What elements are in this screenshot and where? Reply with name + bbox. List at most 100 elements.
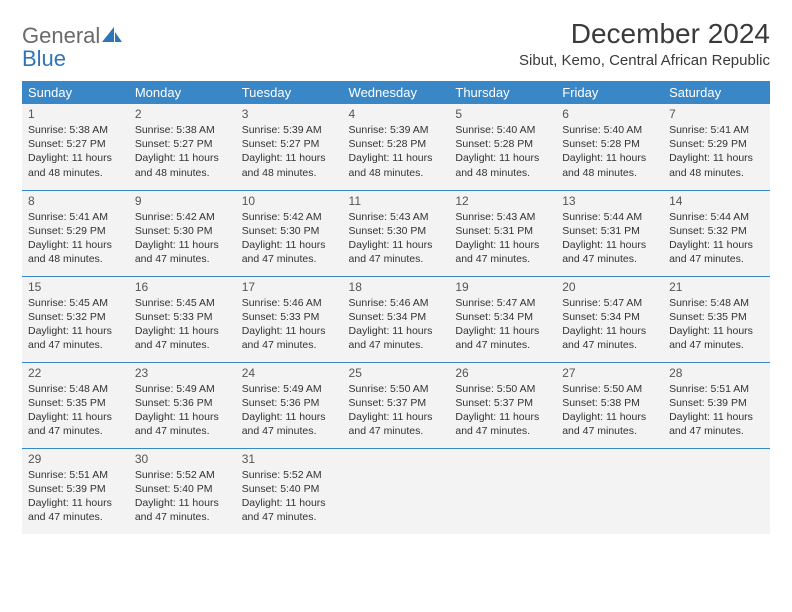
day-number: 10 (242, 194, 337, 208)
day-number: 2 (135, 107, 230, 121)
day-details: Sunrise: 5:43 AMSunset: 5:31 PMDaylight:… (455, 210, 550, 267)
logo: General Blue (22, 24, 122, 70)
calendar-cell: 5 Sunrise: 5:40 AMSunset: 5:28 PMDaylight… (449, 104, 556, 190)
location-text: Sibut, Kemo, Central African Republic (519, 52, 770, 69)
day-details: Sunrise: 5:49 AMSunset: 5:36 PMDaylight:… (135, 382, 230, 439)
calendar-cell: 2 Sunrise: 5:38 AMSunset: 5:27 PMDaylight… (129, 104, 236, 190)
day-details: Sunrise: 5:45 AMSunset: 5:32 PMDaylight:… (28, 296, 123, 353)
logo-sail-icon (102, 23, 122, 48)
day-details: Sunrise: 5:42 AMSunset: 5:30 PMDaylight:… (242, 210, 337, 267)
day-number: 12 (455, 194, 550, 208)
calendar-body: 1 Sunrise: 5:38 AMSunset: 5:27 PMDaylight… (22, 104, 770, 534)
day-number: 28 (669, 366, 764, 380)
day-number: 24 (242, 366, 337, 380)
day-details: Sunrise: 5:46 AMSunset: 5:33 PMDaylight:… (242, 296, 337, 353)
day-details: Sunrise: 5:50 AMSunset: 5:37 PMDaylight:… (455, 382, 550, 439)
day-details: Sunrise: 5:52 AMSunset: 5:40 PMDaylight:… (242, 468, 337, 525)
calendar-cell: 3 Sunrise: 5:39 AMSunset: 5:27 PMDaylight… (236, 104, 343, 190)
calendar-cell: 28Sunrise: 5:51 AMSunset: 5:39 PMDayligh… (663, 362, 770, 448)
day-details: Sunrise: 5:42 AMSunset: 5:30 PMDaylight:… (135, 210, 230, 267)
day-details: Sunrise: 5:48 AMSunset: 5:35 PMDaylight:… (28, 382, 123, 439)
day-number: 31 (242, 452, 337, 466)
page-title: December 2024 (519, 18, 770, 50)
col-friday: Friday (556, 81, 663, 104)
calendar-cell: 30 Sunrise: 5:52 AMSunset: 5:40 PMDayligh… (129, 448, 236, 534)
logo-word-2: Blue (22, 46, 66, 71)
calendar-cell: 7 Sunrise: 5:41 AMSunset: 5:29 PMDaylight… (663, 104, 770, 190)
calendar-cell: 12 Sunrise: 5:43 AMSunset: 5:31 PMDayligh… (449, 190, 556, 276)
calendar-row: 22 Sunrise: 5:48 AMSunset: 5:35 PMDayligh… (22, 362, 770, 448)
calendar-cell: 8 Sunrise: 5:41 AMSunset: 5:29 PMDaylight… (22, 190, 129, 276)
day-number: 4 (349, 107, 444, 121)
calendar-cell: 19 Sunrise: 5:47 AMSunset: 5:34 PMDayligh… (449, 276, 556, 362)
day-details: Sunrise: 5:46 AMSunset: 5:34 PMDaylight:… (349, 296, 444, 353)
day-number: 13 (562, 194, 657, 208)
day-details: Sunrise: 5:40 AMSunset: 5:28 PMDaylight:… (455, 123, 550, 180)
col-thursday: Thursday (449, 81, 556, 104)
col-sunday: Sunday (22, 81, 129, 104)
day-number: 19 (455, 280, 550, 294)
day-number: 27 (562, 366, 657, 380)
day-number: 18 (349, 280, 444, 294)
day-number: 17 (242, 280, 337, 294)
calendar-cell: 10 Sunrise: 5:42 AMSunset: 5:30 PMDayligh… (236, 190, 343, 276)
day-number: 22 (28, 366, 123, 380)
day-number: 3 (242, 107, 337, 121)
day-number: 29 (28, 452, 123, 466)
calendar-cell: 16 Sunrise: 5:45 AMSunset: 5:33 PMDayligh… (129, 276, 236, 362)
day-number: 30 (135, 452, 230, 466)
day-details: Sunrise: 5:51 AMSunset: 5:39 PMDaylight:… (28, 468, 123, 525)
calendar-cell (556, 448, 663, 534)
day-details: Sunrise: 5:40 AMSunset: 5:28 PMDaylight:… (562, 123, 657, 180)
calendar-cell: 9Sunrise: 5:42 AMSunset: 5:30 PMDaylight… (129, 190, 236, 276)
day-details: Sunrise: 5:38 AMSunset: 5:27 PMDaylight:… (135, 123, 230, 180)
day-number: 5 (455, 107, 550, 121)
day-number: 26 (455, 366, 550, 380)
calendar-cell: 18 Sunrise: 5:46 AMSunset: 5:34 PMDayligh… (343, 276, 450, 362)
day-number: 16 (135, 280, 230, 294)
day-number: 11 (349, 194, 444, 208)
day-details: Sunrise: 5:41 AMSunset: 5:29 PMDaylight:… (669, 123, 764, 180)
day-details: Sunrise: 5:47 AMSunset: 5:34 PMDaylight:… (455, 296, 550, 353)
col-tuesday: Tuesday (236, 81, 343, 104)
day-details: Sunrise: 5:45 AMSunset: 5:33 PMDaylight:… (135, 296, 230, 353)
day-details: Sunrise: 5:39 AMSunset: 5:27 PMDaylight:… (242, 123, 337, 180)
day-details: Sunrise: 5:38 AMSunset: 5:27 PMDaylight:… (28, 123, 123, 180)
calendar-cell: 1 Sunrise: 5:38 AMSunset: 5:27 PMDaylight… (22, 104, 129, 190)
day-number: 14 (669, 194, 764, 208)
day-number: 25 (349, 366, 444, 380)
day-number: 7 (669, 107, 764, 121)
title-block: December 2024 Sibut, Kemo, Central Afric… (519, 18, 770, 77)
calendar-cell: 14 Sunrise: 5:44 AMSunset: 5:32 PMDayligh… (663, 190, 770, 276)
calendar-row: 15 Sunrise: 5:45 AMSunset: 5:32 PMDayligh… (22, 276, 770, 362)
calendar-cell: 21 Sunrise: 5:48 AMSunset: 5:35 PMDayligh… (663, 276, 770, 362)
calendar-table: Sunday Monday Tuesday Wednesday Thursday… (22, 81, 770, 534)
calendar-cell: 26 Sunrise: 5:50 AMSunset: 5:37 PMDayligh… (449, 362, 556, 448)
day-details: Sunrise: 5:50 AMSunset: 5:38 PMDaylight:… (562, 382, 657, 439)
calendar-row: 8 Sunrise: 5:41 AMSunset: 5:29 PMDaylight… (22, 190, 770, 276)
day-details: Sunrise: 5:44 AMSunset: 5:32 PMDaylight:… (669, 210, 764, 267)
calendar-cell: 4Sunrise: 5:39 AMSunset: 5:28 PMDaylight… (343, 104, 450, 190)
col-saturday: Saturday (663, 81, 770, 104)
day-number: 15 (28, 280, 123, 294)
day-details: Sunrise: 5:52 AMSunset: 5:40 PMDaylight:… (135, 468, 230, 525)
day-number: 20 (562, 280, 657, 294)
calendar-cell: 20 Sunrise: 5:47 AMSunset: 5:34 PMDayligh… (556, 276, 663, 362)
day-details: Sunrise: 5:47 AMSunset: 5:34 PMDaylight:… (562, 296, 657, 353)
col-monday: Monday (129, 81, 236, 104)
calendar-cell: 29 Sunrise: 5:51 AMSunset: 5:39 PMDayligh… (22, 448, 129, 534)
day-number: 21 (669, 280, 764, 294)
day-number: 1 (28, 107, 123, 121)
calendar-cell (663, 448, 770, 534)
day-details: Sunrise: 5:44 AMSunset: 5:31 PMDaylight:… (562, 210, 657, 267)
calendar-cell: 23 Sunrise: 5:49 AMSunset: 5:36 PMDayligh… (129, 362, 236, 448)
calendar-cell: 6Sunrise: 5:40 AMSunset: 5:28 PMDaylight… (556, 104, 663, 190)
calendar-row: 1 Sunrise: 5:38 AMSunset: 5:27 PMDaylight… (22, 104, 770, 190)
day-details: Sunrise: 5:48 AMSunset: 5:35 PMDaylight:… (669, 296, 764, 353)
calendar-cell (449, 448, 556, 534)
day-number: 23 (135, 366, 230, 380)
col-wednesday: Wednesday (343, 81, 450, 104)
day-number: 8 (28, 194, 123, 208)
day-details: Sunrise: 5:41 AMSunset: 5:29 PMDaylight:… (28, 210, 123, 267)
calendar-cell (343, 448, 450, 534)
